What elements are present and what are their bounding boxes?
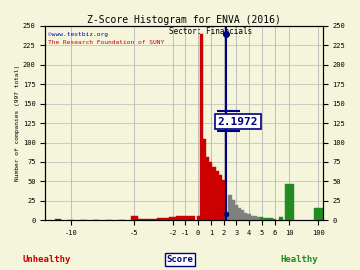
Bar bbox=[270, 218, 273, 220]
Text: The Research Foundation of SUNY: The Research Foundation of SUNY bbox=[48, 40, 164, 45]
Bar bbox=[257, 217, 260, 220]
Bar bbox=[144, 219, 150, 220]
Bar bbox=[244, 212, 247, 220]
Bar bbox=[55, 219, 61, 220]
Y-axis label: Number of companies (997 total): Number of companies (997 total) bbox=[15, 65, 20, 181]
Bar bbox=[209, 162, 212, 220]
Bar bbox=[251, 216, 254, 220]
Bar bbox=[197, 216, 200, 220]
Bar bbox=[219, 175, 222, 220]
Bar bbox=[254, 217, 257, 220]
Bar bbox=[138, 219, 144, 220]
Bar bbox=[157, 218, 163, 220]
Text: Score: Score bbox=[167, 255, 193, 264]
Bar bbox=[279, 217, 283, 220]
Bar bbox=[285, 184, 293, 220]
Bar bbox=[267, 218, 270, 220]
Title: Z-Score Histogram for ENVA (2016): Z-Score Histogram for ENVA (2016) bbox=[87, 15, 281, 25]
Text: ©www.textbiz.org: ©www.textbiz.org bbox=[48, 32, 108, 37]
Text: 2.1972: 2.1972 bbox=[218, 117, 258, 127]
Text: Unhealthy: Unhealthy bbox=[23, 255, 71, 264]
Bar bbox=[203, 139, 206, 220]
Bar bbox=[131, 217, 138, 220]
Bar bbox=[189, 217, 195, 220]
Bar bbox=[176, 217, 182, 220]
Bar bbox=[200, 33, 203, 220]
Bar bbox=[260, 217, 264, 220]
Bar bbox=[228, 195, 231, 220]
Bar bbox=[317, 214, 325, 220]
Bar bbox=[212, 167, 216, 220]
Text: Healthy: Healthy bbox=[280, 255, 318, 264]
Bar bbox=[241, 210, 244, 220]
Bar bbox=[238, 208, 241, 220]
Bar bbox=[163, 218, 170, 220]
Text: Sector: Financials: Sector: Financials bbox=[169, 27, 252, 36]
Bar bbox=[216, 171, 219, 220]
Bar bbox=[231, 200, 235, 220]
Bar bbox=[235, 205, 238, 220]
Bar bbox=[206, 157, 209, 220]
Bar bbox=[314, 208, 323, 220]
Bar bbox=[222, 180, 225, 220]
Bar bbox=[264, 218, 267, 220]
Bar bbox=[225, 214, 228, 220]
Bar bbox=[273, 219, 276, 220]
Bar bbox=[170, 217, 176, 220]
Bar bbox=[182, 217, 189, 220]
Bar bbox=[247, 214, 251, 220]
Bar bbox=[150, 219, 157, 220]
